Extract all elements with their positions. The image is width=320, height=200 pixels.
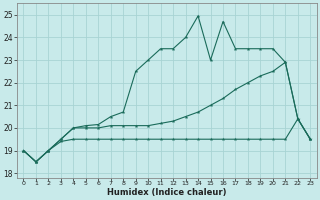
X-axis label: Humidex (Indice chaleur): Humidex (Indice chaleur) [107,188,227,197]
